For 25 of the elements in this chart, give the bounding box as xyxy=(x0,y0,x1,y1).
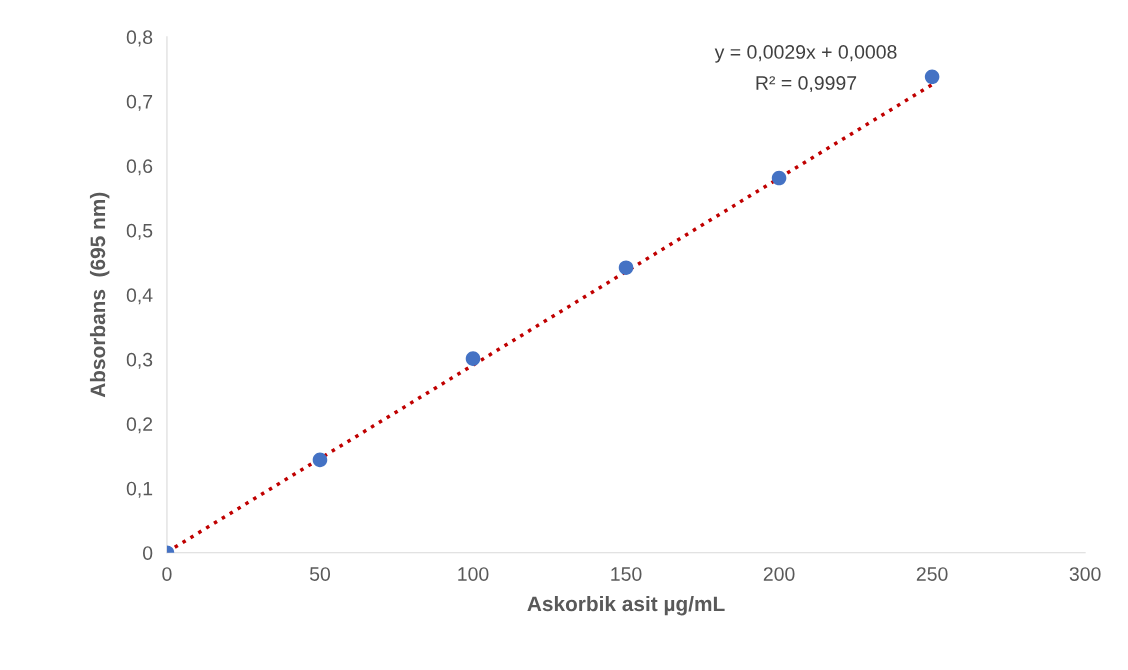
y-tick-label: 0,2 xyxy=(126,417,153,434)
y-tick-label: 0,5 xyxy=(126,223,153,240)
x-axis-title: Askorbik asit µg/mL xyxy=(527,595,725,616)
y-tick-label: 0,6 xyxy=(126,159,153,176)
y-tick-label: 0 xyxy=(143,546,153,560)
x-tick-label: 100 xyxy=(458,567,489,581)
y-tick-label: 0,3 xyxy=(126,352,153,369)
y-tick-label: 0,7 xyxy=(126,94,153,111)
point xyxy=(465,351,481,366)
x-tick-label: 300 xyxy=(1069,567,1101,581)
x-tick-label: 50 xyxy=(309,567,331,581)
x-tick-label: 0 xyxy=(162,567,172,581)
annotation: R² = 0,9997 xyxy=(756,76,857,93)
x-tick-label: 200 xyxy=(763,567,795,581)
x-tick-label: 250 xyxy=(916,567,948,581)
point xyxy=(618,260,634,275)
x-tick-label: 150 xyxy=(611,567,642,581)
y-tick-label: 0,4 xyxy=(126,288,153,305)
point xyxy=(771,170,787,186)
point xyxy=(312,452,328,468)
y-axis-title: Absorbans (695 nm) xyxy=(89,192,110,398)
point xyxy=(924,69,940,85)
y-tick-label: 0,1 xyxy=(126,481,153,498)
annotation: y = 0,0029x + 0,0008 xyxy=(714,45,897,63)
y-tick-label: 0,8 xyxy=(126,30,153,47)
